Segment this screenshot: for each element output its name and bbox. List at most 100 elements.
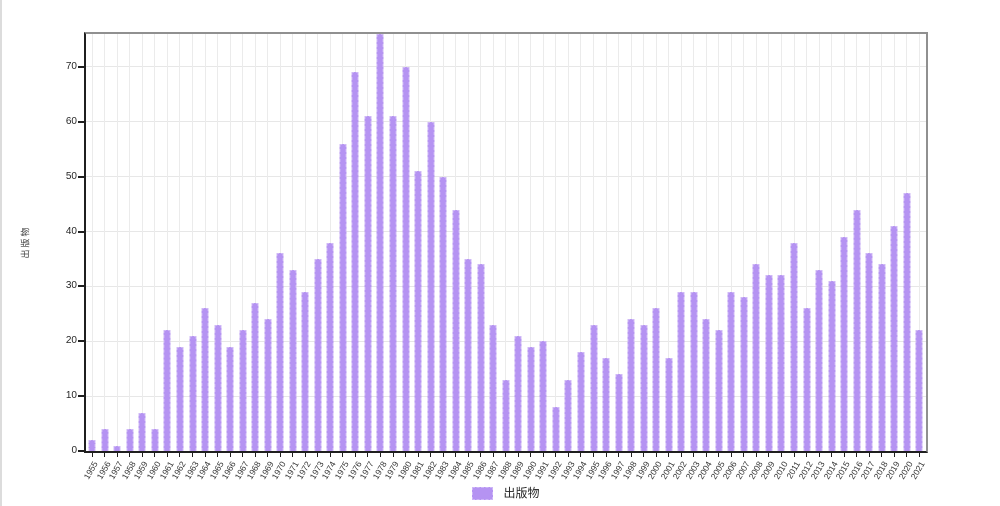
x-tick-mark [818, 451, 820, 457]
y-tick-mark [78, 230, 84, 233]
v-gridline [593, 34, 595, 451]
bar-slot-2018: 2018 [871, 34, 890, 481]
bar-slot-1969: 1969 [257, 34, 275, 481]
bar-2015 [840, 237, 848, 451]
x-tick-mark [505, 451, 507, 457]
bar-1994 [577, 352, 585, 451]
bar-1971 [289, 269, 297, 451]
x-tick-mark [467, 451, 469, 457]
v-gridline [918, 34, 920, 451]
bar-slot-1955: 1955 [82, 34, 100, 481]
bar-2021 [915, 330, 923, 451]
bar-1976 [351, 72, 359, 451]
x-tick-mark [593, 451, 595, 457]
bar-2009 [765, 275, 773, 451]
bar-slot-2003: 2003 [683, 34, 702, 481]
bar-1980 [402, 66, 410, 451]
x-tick-mark [630, 451, 632, 457]
bar-slot-1970: 1970 [270, 34, 288, 481]
bar-slot-1958: 1958 [120, 34, 138, 481]
bar-slot-2006: 2006 [721, 34, 739, 481]
bar-1981 [414, 171, 422, 451]
x-tick-mark [755, 451, 757, 457]
bar-1984 [452, 209, 460, 451]
bar-1959 [138, 412, 146, 451]
bar-slot-1973: 1973 [308, 34, 326, 481]
x-tick-mark [254, 451, 256, 457]
x-tick-mark [217, 451, 219, 457]
bar-2016 [853, 209, 861, 451]
v-gridline [680, 34, 682, 451]
x-tick-mark [104, 451, 106, 457]
v-gridline [254, 34, 256, 451]
v-gridline [743, 34, 745, 451]
bar-slot-1964: 1964 [195, 34, 213, 481]
x-tick-mark [430, 451, 432, 457]
v-gridline [755, 34, 757, 451]
v-gridline [530, 34, 532, 451]
y-tick-label: 40 [65, 225, 77, 237]
x-tick-mark [304, 451, 306, 457]
v-gridline [304, 34, 306, 451]
x-tick-mark [693, 451, 695, 457]
v-gridline [555, 34, 557, 451]
x-tick-mark [843, 451, 845, 457]
x-tick-mark [417, 451, 419, 457]
bar-slot-1978: 1978 [370, 34, 388, 481]
bar-slot-2007: 2007 [734, 34, 752, 481]
bar-slot-2009: 2009 [759, 34, 777, 481]
bar-2001 [665, 357, 673, 451]
v-gridline [831, 34, 833, 451]
bar-slot-2014: 2014 [821, 34, 839, 481]
legend-swatch [472, 486, 494, 500]
bar-1989 [514, 335, 522, 451]
v-gridline [292, 34, 294, 451]
y-tick-mark [78, 340, 84, 343]
y-tick-label: 0 [71, 445, 77, 456]
v-gridline [505, 34, 507, 451]
v-gridline [166, 34, 168, 451]
bar-slot-1996: 1996 [596, 34, 614, 481]
bar-2017 [865, 253, 873, 451]
bar-slot-1988: 1988 [495, 34, 514, 481]
bar-slot-1979: 1979 [383, 34, 401, 481]
bar-slot-2013: 2013 [809, 34, 827, 481]
bar-1991 [539, 341, 547, 451]
v-gridline [605, 34, 607, 451]
bar-1965 [214, 324, 222, 451]
v-gridline [217, 34, 219, 451]
v-gridline [693, 34, 695, 451]
x-tick-mark [141, 451, 143, 457]
bar-slot-1972: 1972 [295, 34, 313, 481]
bar-1957 [113, 445, 121, 451]
bar-slot-2001: 2001 [658, 34, 676, 481]
bar-2006 [727, 291, 735, 451]
x-tick-mark [129, 451, 131, 457]
v-gridline [705, 34, 707, 451]
bar-slot-1999: 1999 [633, 34, 651, 481]
bar-slot-1984: 1984 [445, 34, 463, 481]
v-gridline [730, 34, 732, 451]
bar-slot-1977: 1977 [358, 34, 376, 481]
v-gridline [768, 34, 770, 451]
bar-slot-1985: 1985 [458, 34, 476, 481]
x-tick-mark [192, 451, 194, 457]
x-tick-mark [267, 451, 269, 457]
bar-1993 [564, 379, 572, 451]
bar-2008 [752, 264, 760, 451]
y-tick-label: 70 [65, 60, 77, 72]
bar-2005 [715, 330, 723, 451]
bar-slot-1987: 1987 [483, 34, 501, 481]
y-tick-mark [78, 120, 84, 123]
y-tick-label: 60 [65, 115, 77, 127]
v-gridline [104, 34, 106, 451]
v-gridline [204, 34, 206, 451]
bar-1999 [640, 324, 648, 451]
bar-slot-1965: 1965 [207, 34, 225, 481]
x-tick-mark [342, 451, 344, 457]
x-tick-mark [793, 451, 795, 457]
bar-1982 [427, 121, 435, 451]
bar-2004 [702, 319, 710, 451]
bar-slot-1967: 1967 [232, 34, 250, 481]
bar-1988 [502, 379, 510, 451]
